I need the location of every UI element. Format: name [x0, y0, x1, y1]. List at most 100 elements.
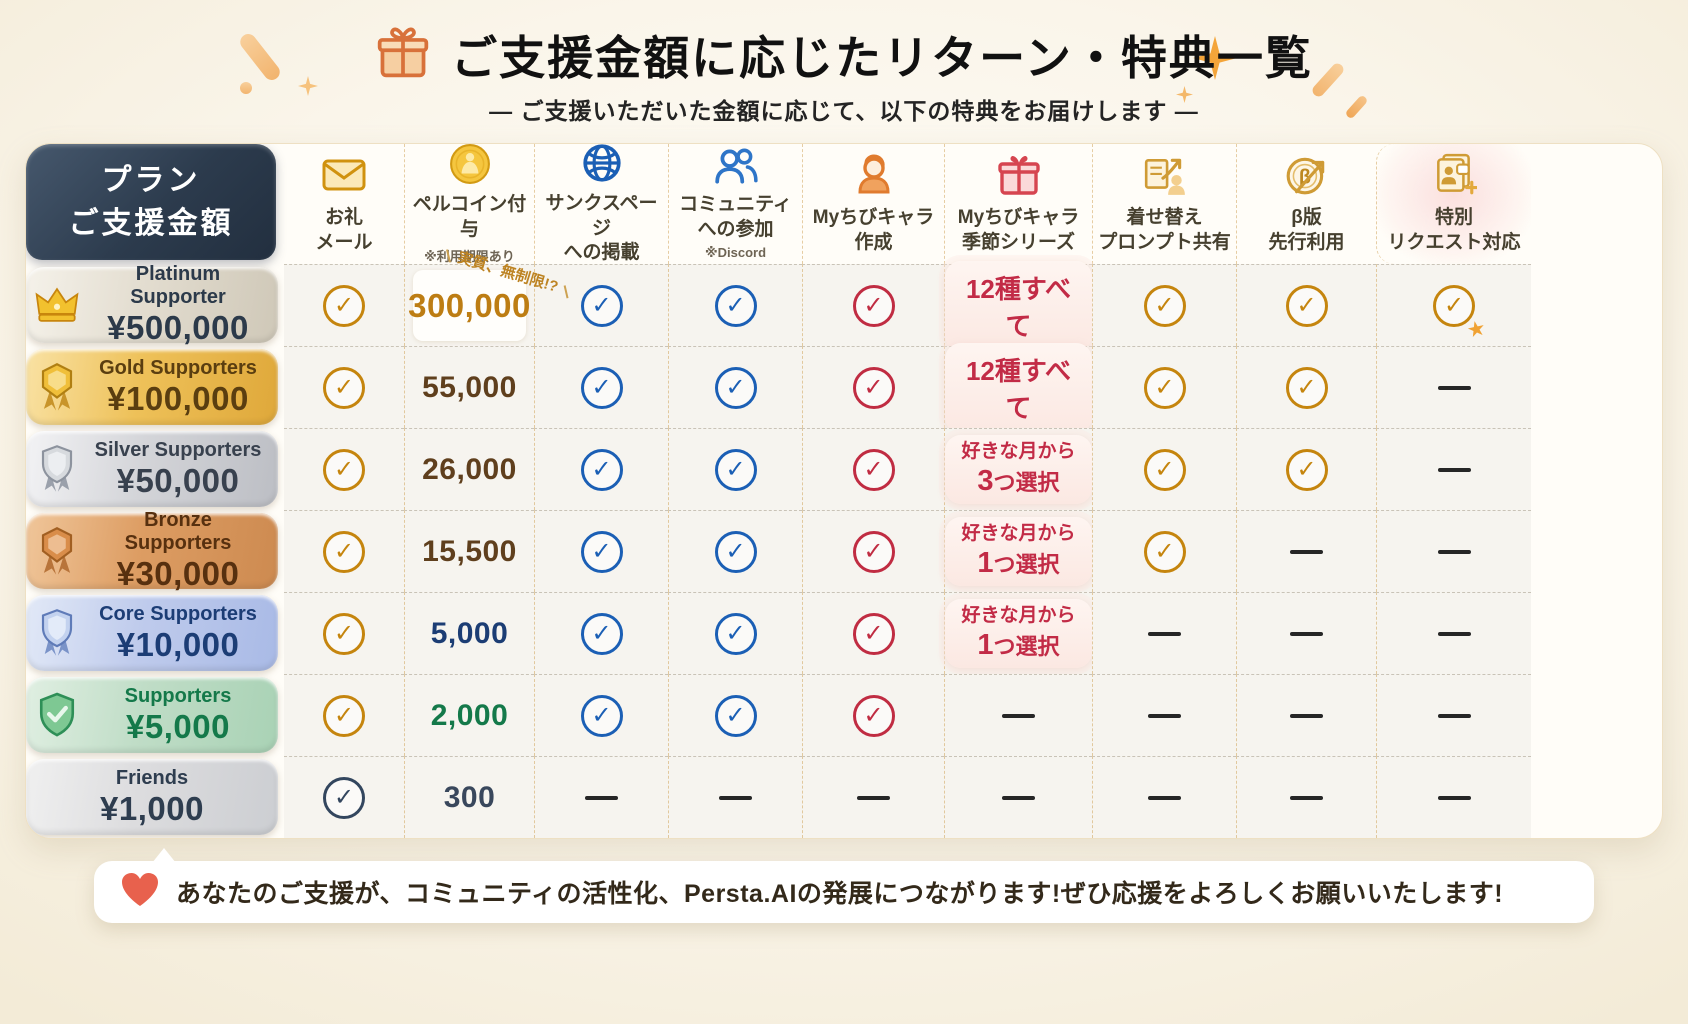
column-header-community: コミュニティ への参加 ※Discord: [668, 144, 802, 264]
dash-icon: [1148, 795, 1181, 800]
check-icon: ✓: [852, 366, 895, 409]
plan-header-cell: プラン ご支援金額: [26, 144, 276, 260]
coin-amount: 55,000: [422, 370, 517, 404]
tier-cell-bronze: Bronze Supporters ¥30,000: [26, 509, 284, 592]
check-icon: ✓: [1433, 284, 1475, 327]
dash-icon: [1290, 713, 1323, 718]
cell-supporters-thanks-mail: ✓: [284, 674, 404, 756]
cell-gold-chibi-season: 12種すべて: [944, 342, 1092, 433]
cell-core-special-request: [1376, 592, 1531, 674]
dash-icon: [1437, 549, 1471, 554]
dash-icon: [1437, 467, 1471, 472]
bronze-medal-icon: [26, 526, 88, 576]
tier-amount: ¥1,000: [100, 789, 204, 827]
tier-amount: ¥10,000: [116, 625, 240, 663]
check-icon: ✓: [323, 776, 365, 819]
check-icon: ✓: [1143, 366, 1186, 409]
coin-amount: 300,000: [408, 286, 531, 324]
tier-name: Supporters: [124, 684, 232, 707]
column-label-thanks-page: サンクスページ への掲載: [545, 192, 658, 264]
coin-icon: [449, 144, 491, 185]
selection-badge: 好きな月から 1つ選択: [945, 516, 1092, 587]
check-icon: ✓: [323, 612, 365, 655]
cell-bronze-thanks-mail: ✓: [284, 510, 404, 592]
globe-icon: [581, 144, 623, 184]
cell-supporters-community: ✓: [668, 674, 802, 756]
cell-platinum-beta-access: ✓: [1236, 264, 1376, 346]
check-icon: ✓: [852, 284, 895, 327]
cell-platinum-special-request: ✓ ★: [1376, 264, 1531, 346]
column-label-dressup-prompt: 着せ替え プロンプト共有: [1098, 207, 1231, 253]
check-icon: ✓: [580, 694, 623, 737]
column-header-percoin: ペルコイン付与 ※利用期限あり: [404, 144, 534, 264]
selection-badge: 好きな月から 1つ選択: [945, 598, 1092, 669]
check-icon: ✓: [1285, 366, 1328, 409]
cell-gold-chibi-create: ✓: [802, 346, 944, 428]
plan-header-line2: ご支援金額: [68, 207, 234, 240]
green-shield-icon: [26, 692, 88, 738]
cell-friends-thanks-mail: ✓: [284, 756, 404, 838]
benefits-table: プラン ご支援金額 お礼 メール ペルコイン付与 ※利用期限あり サンクスページ への掲載…: [25, 143, 1663, 839]
tier-amount: ¥100,000: [107, 379, 249, 417]
tier-name: Core Supporters: [99, 602, 257, 625]
check-icon: ✓: [323, 448, 365, 491]
column-label-special-request: 特別 リクエスト対応: [1387, 207, 1521, 253]
cell-silver-chibi-create: ✓: [802, 428, 944, 510]
cell-friends-special-request: [1376, 756, 1531, 838]
dash-icon: [1290, 631, 1323, 636]
cell-silver-thanks-mail: ✓: [284, 428, 404, 510]
check-icon: ✓: [1143, 284, 1186, 327]
column-header-chibi-create: Myちびキャラ 作成: [802, 144, 944, 264]
check-icon: ✓: [714, 530, 757, 573]
tier-pill-supporters: Supporters ¥5,000: [26, 677, 278, 753]
cell-core-dressup-prompt: [1092, 592, 1236, 674]
column-header-chibi-season: Myちびキャラ 季節シリーズ: [944, 144, 1092, 264]
cell-platinum-chibi-create: ✓: [802, 264, 944, 346]
column-header-beta-access: β β版 先行利用: [1236, 144, 1376, 264]
page-subtitle: — ご支援いただいた金額に応じて、以下の特典をお届けします —: [489, 98, 1199, 124]
cell-gold-community: ✓: [668, 346, 802, 428]
crown-icon: [26, 285, 88, 325]
check-icon: ✓: [580, 448, 623, 491]
svg-text:β: β: [1298, 167, 1310, 189]
cell-friends-chibi-create: [802, 756, 944, 838]
cell-core-thanks-mail: ✓: [284, 592, 404, 674]
tier-text: Core Supporters ¥10,000: [88, 603, 278, 664]
check-icon: ✓: [1285, 448, 1328, 491]
cell-core-percoin: 5,000: [404, 592, 534, 674]
dash-icon: [1148, 713, 1181, 718]
envelope-icon: [322, 152, 366, 198]
cell-friends-percoin: 300: [404, 756, 534, 838]
heart-icon: [120, 872, 160, 913]
cell-core-thanks-page: ✓: [534, 592, 668, 674]
cell-bronze-dressup-prompt: ✓: [1092, 510, 1236, 592]
cell-supporters-beta-access: [1236, 674, 1376, 756]
column-header-dressup-prompt: 着せ替え プロンプト共有: [1092, 144, 1236, 264]
tier-name: Gold Supporters: [99, 356, 257, 379]
tier-text: Gold Supporters ¥100,000: [88, 357, 278, 418]
check-icon: ✓: [714, 366, 757, 409]
dash-icon: [719, 795, 752, 800]
cell-core-chibi-season: 好きな月から 1つ選択: [944, 592, 1092, 674]
prompt-share-icon: [1142, 152, 1188, 198]
tier-name: Friends: [115, 766, 189, 789]
tier-cell-platinum: Platinum Supporter ¥500,000: [26, 263, 284, 346]
check-icon: ✓: [852, 612, 895, 655]
tier-amount: ¥5,000: [126, 707, 230, 745]
check-icon: ✓: [1143, 530, 1186, 573]
dash-icon: [1290, 795, 1323, 800]
cell-platinum-dressup-prompt: ✓: [1092, 264, 1236, 346]
cell-gold-dressup-prompt: ✓: [1092, 346, 1236, 428]
dash-icon: [1002, 795, 1035, 800]
column-label-beta-access: β版 先行利用: [1268, 207, 1345, 253]
column-note: ※Discord: [704, 245, 767, 261]
check-icon: ✓: [714, 448, 757, 491]
selection-badge: 好きな月から 3つ選択: [945, 434, 1092, 505]
dash-icon: [1290, 549, 1323, 554]
cell-silver-beta-access: ✓: [1236, 428, 1376, 510]
tier-amount: ¥50,000: [116, 461, 240, 499]
tier-name: Silver Supporters: [94, 438, 262, 461]
check-icon: ✓: [714, 612, 757, 655]
cell-platinum-chibi-season: 12種すべて: [944, 260, 1092, 351]
cell-supporters-special-request: [1376, 674, 1531, 756]
